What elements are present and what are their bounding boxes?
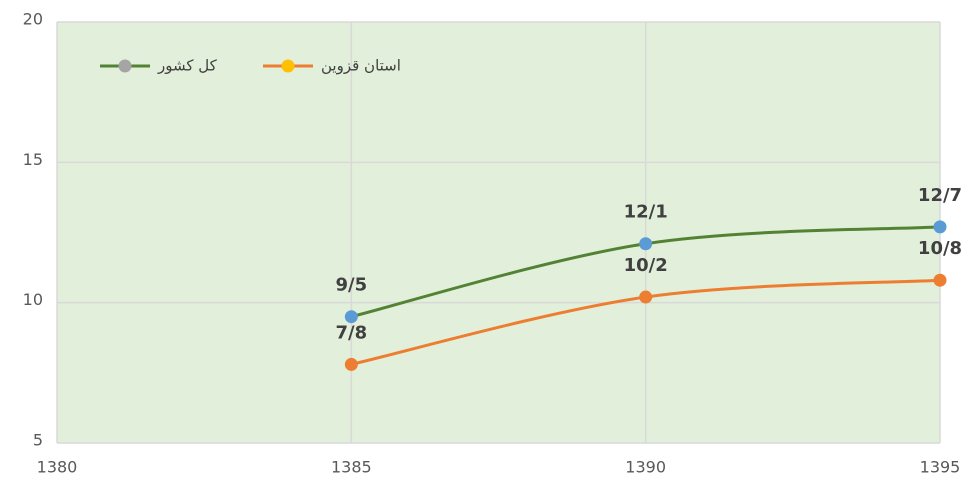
data-label: 10/8 xyxy=(918,238,962,259)
data-label: 9/5 xyxy=(336,275,368,296)
y-tick-label: 10 xyxy=(23,290,43,309)
data-label: 12/1 xyxy=(624,202,668,223)
y-tick-label: 20 xyxy=(23,10,43,29)
data-label: 7/8 xyxy=(336,322,368,343)
x-tick-label: 1385 xyxy=(331,458,372,477)
data-point xyxy=(933,220,947,234)
y-tick-label: 5 xyxy=(33,431,43,450)
x-tick-label: 1395 xyxy=(920,458,961,477)
x-tick-label: 1380 xyxy=(37,458,78,477)
y-tick-label: 15 xyxy=(23,150,43,169)
data-label: 12/7 xyxy=(918,185,962,206)
legend-marker xyxy=(118,59,132,73)
data-point xyxy=(639,237,653,251)
data-point xyxy=(933,273,947,287)
legend-label: استان قزوین xyxy=(321,57,401,75)
x-tick-label: 1390 xyxy=(625,458,666,477)
data-point xyxy=(344,310,358,324)
legend-marker xyxy=(281,59,295,73)
legend-label: کل کشور xyxy=(157,57,218,75)
data-point xyxy=(344,357,358,371)
plot-area xyxy=(57,22,940,443)
data-point xyxy=(639,290,653,304)
data-label: 10/2 xyxy=(624,255,668,276)
